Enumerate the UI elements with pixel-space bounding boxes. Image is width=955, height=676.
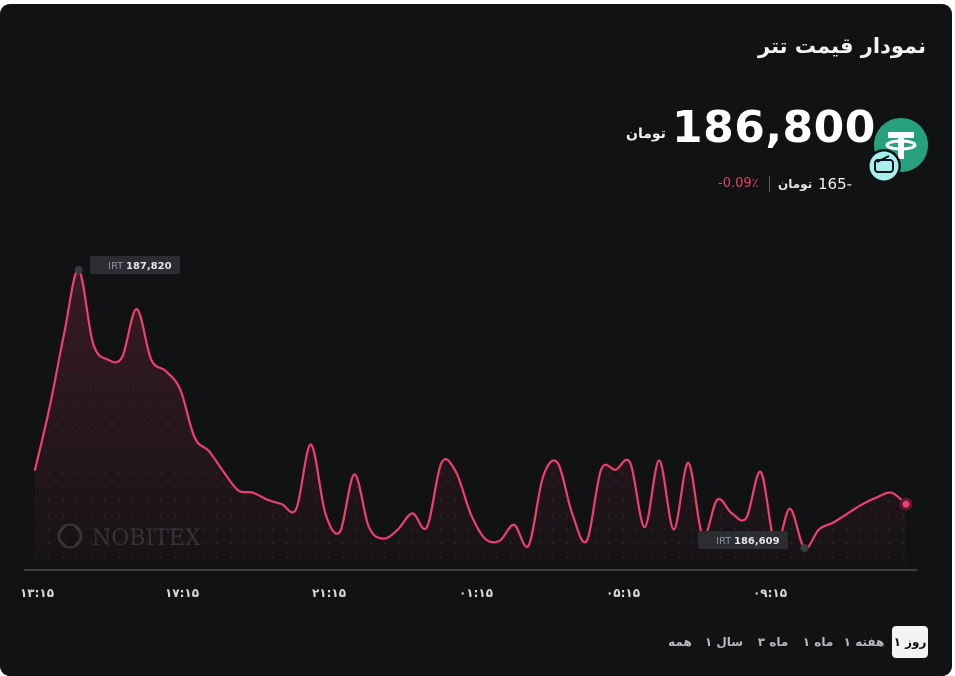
x-tick-label: ۱۷:۱۵	[165, 586, 199, 600]
wallet-badge-icon	[868, 149, 901, 183]
min-price-annotation: IRT 186,609	[698, 531, 809, 552]
watermark-text: NOBITEX	[92, 526, 201, 551]
x-tick-label: ۰۵:۱۵	[606, 586, 640, 600]
x-tick-label: ۰۱:۱۵	[459, 586, 493, 600]
tab-3-months[interactable]: ۳ ماه	[757, 635, 789, 649]
current-price: 186,800	[672, 102, 876, 153]
price-change: -0.09٪ تومان 165-	[718, 174, 853, 194]
nobitex-watermark: NOBITEX	[57, 523, 201, 551]
price-line	[33, 268, 908, 550]
max-price-annotation-marker	[74, 266, 83, 274]
change-divider	[769, 176, 770, 192]
x-tick-label: ۱۳:۱۵	[20, 586, 54, 600]
tab-1-year[interactable]: ۱ سال	[704, 635, 744, 649]
min-price-annotation-value: 186,609	[734, 536, 780, 547]
tab-1-day[interactable]: ۱ روز	[892, 626, 928, 658]
tab-1-week[interactable]: ۱ هفته	[843, 635, 885, 649]
x-tick-label: ۰۹:۱۵	[753, 586, 787, 600]
tab-1-month[interactable]: ۱ ماه	[802, 635, 834, 649]
max-price-annotation-value: 187,820	[126, 261, 172, 272]
price-area-dots	[35, 269, 906, 566]
change-percent: -0.09٪	[718, 176, 759, 191]
last-price-marker	[899, 497, 913, 511]
min-price-annotation-currency: IRT	[716, 536, 732, 547]
min-price-annotation-marker	[800, 544, 809, 552]
change-unit: تومان	[778, 177, 813, 191]
price-chart-card: نمودار قیمت تتر 186,800 تومان -0.09٪ توم…	[0, 4, 952, 676]
tab-all[interactable]: همه	[668, 635, 692, 649]
tether-icon	[868, 118, 928, 183]
timeframe-selector: ۱ روز ۱ هفته ۱ ماه ۳ ماه ۱ سال همه	[0, 626, 952, 660]
max-price-annotation-currency: IRT	[108, 261, 124, 272]
price-chart: NOBITEX ۱۳:۱۵ ۱۷:۱۵ ۲۱:۱۵ ۰۱:۱۵ ۰۵:۱۵ ۰۹:۱۵ I…	[20, 256, 917, 600]
change-amount: 165-	[818, 175, 853, 193]
price-unit: تومان	[626, 126, 666, 142]
x-tick-label: ۲۱:۱۵	[312, 586, 346, 600]
max-price-annotation-box	[90, 256, 180, 274]
max-price-annotation: IRT 187,820	[74, 256, 180, 274]
min-price-annotation-box	[698, 531, 788, 549]
page-title: نمودار قیمت تتر	[758, 34, 926, 58]
